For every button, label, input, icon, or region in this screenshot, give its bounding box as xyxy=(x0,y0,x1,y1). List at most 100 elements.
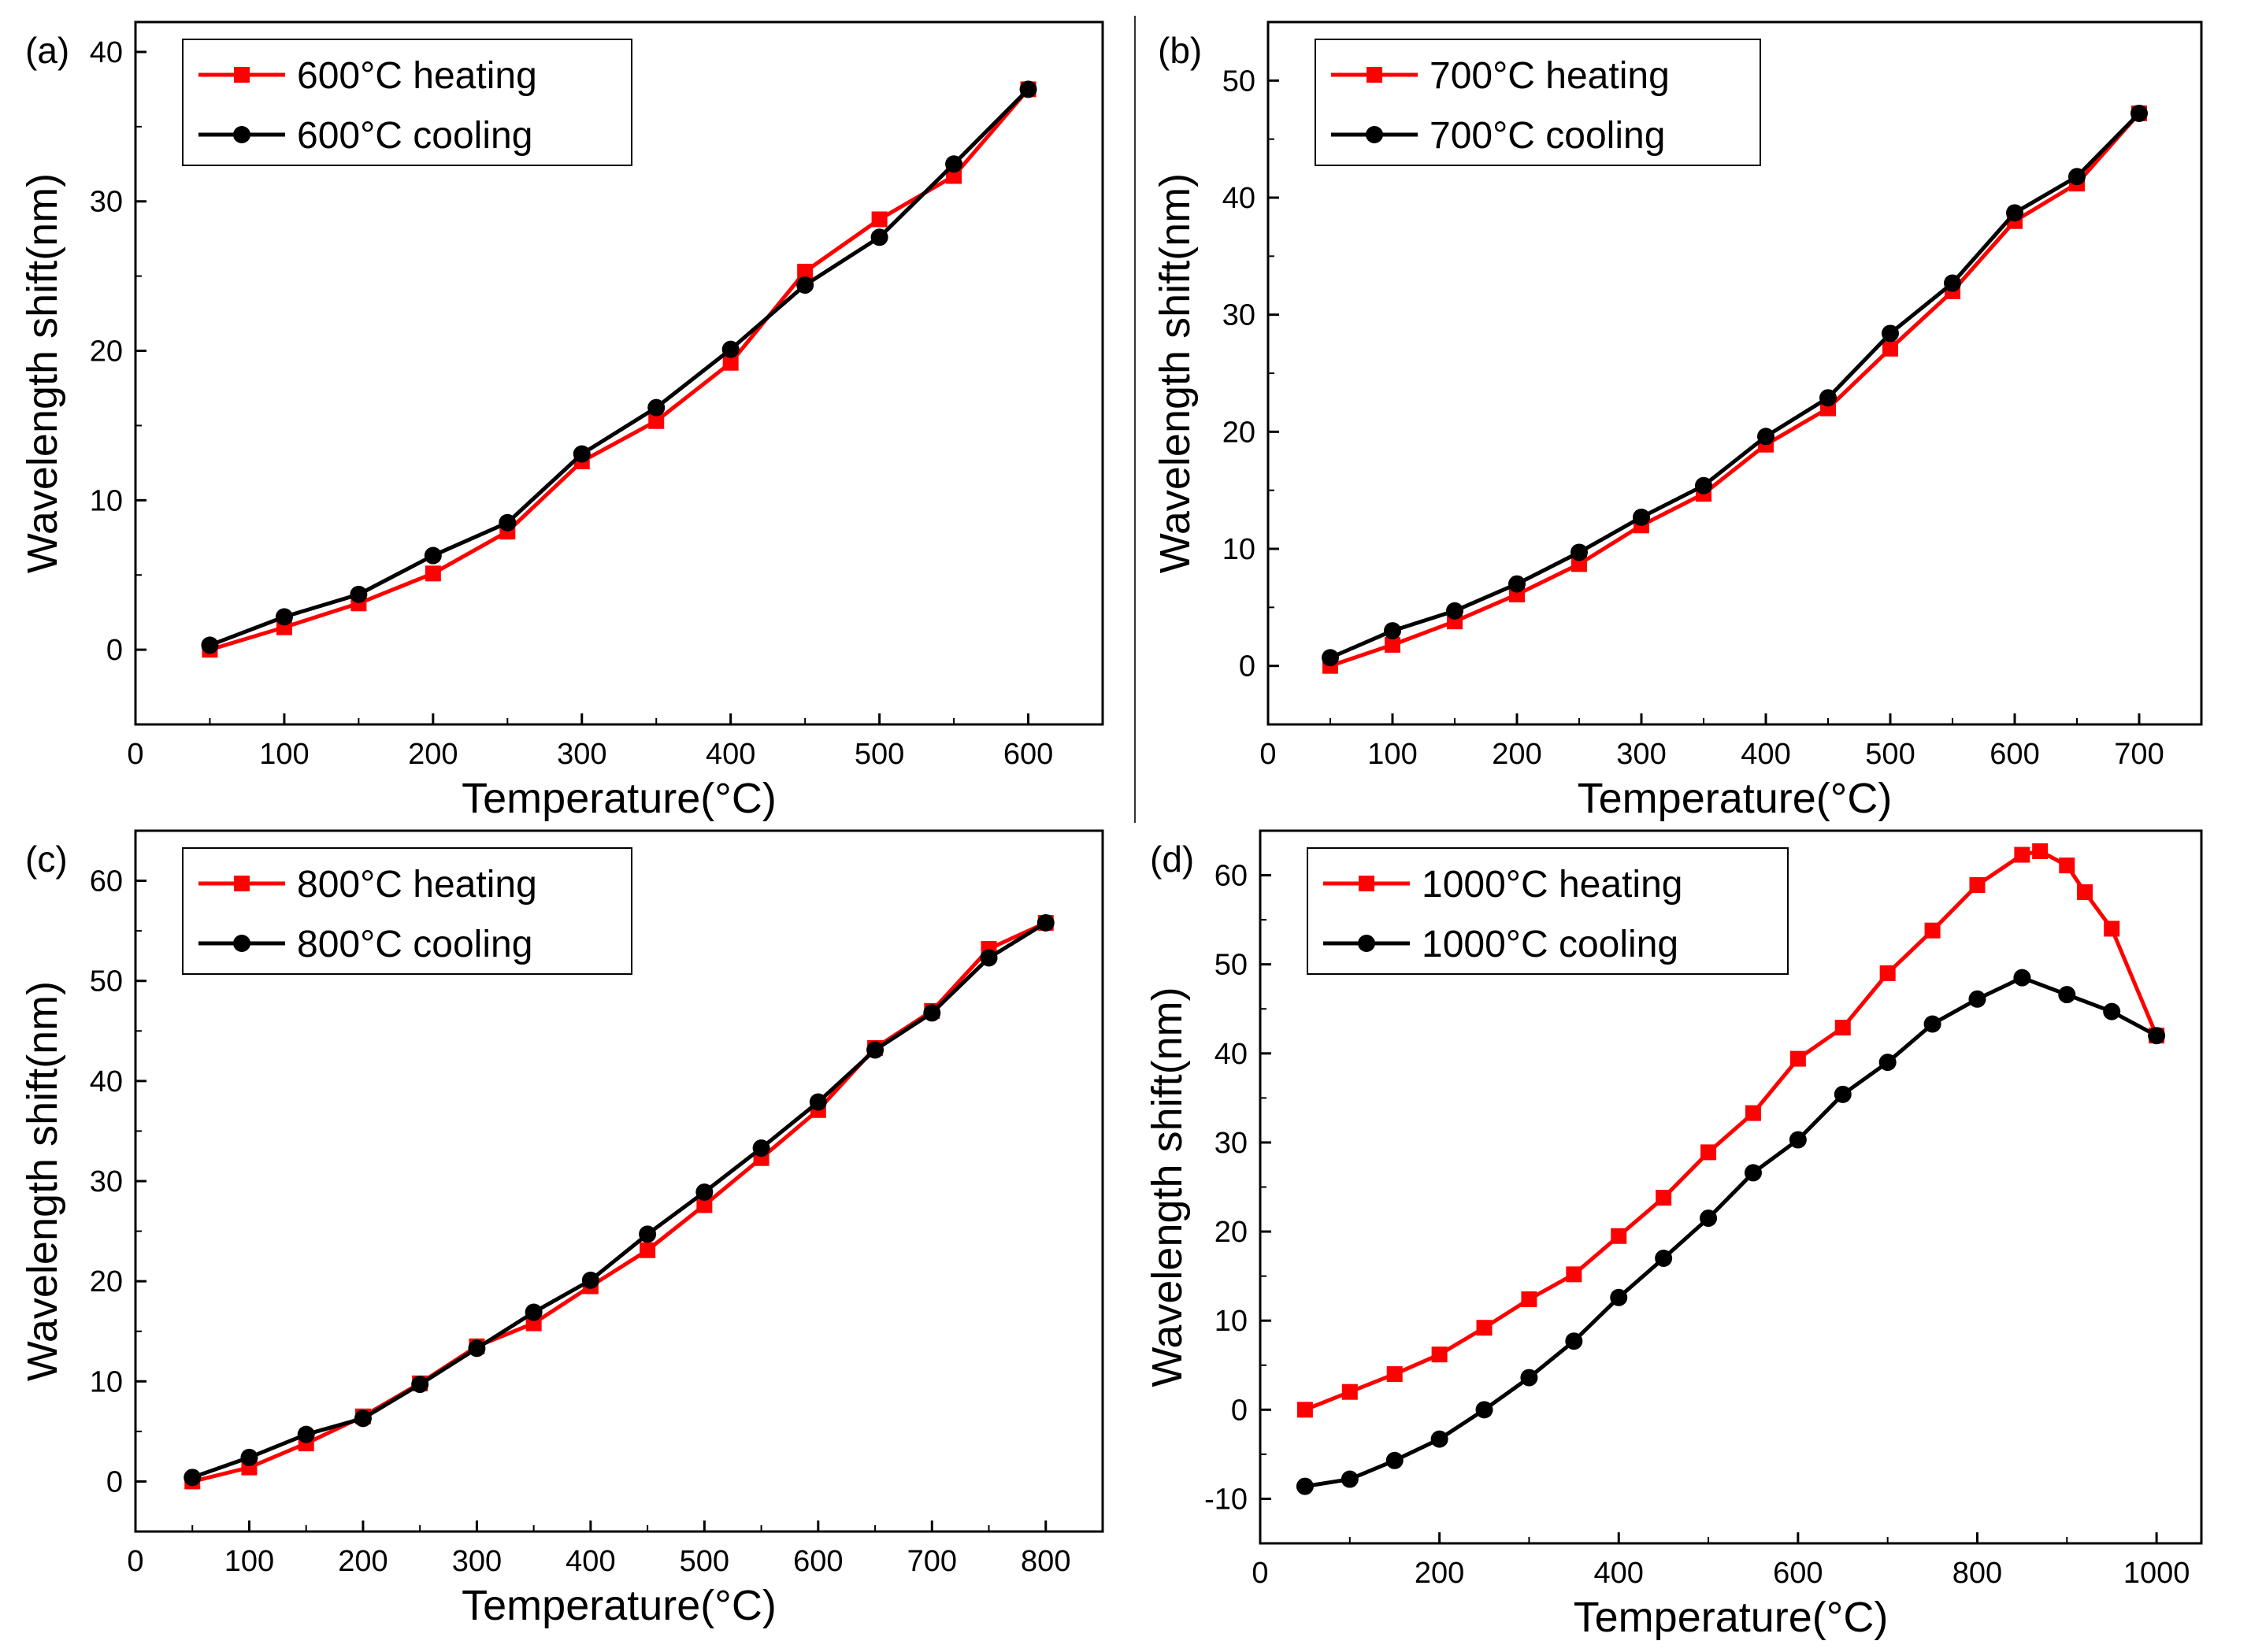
data-point-circle xyxy=(1508,575,1526,593)
data-point-circle xyxy=(1571,543,1588,561)
data-point-square xyxy=(1521,1291,1537,1308)
y-tick-label: 40 xyxy=(1215,1038,1248,1071)
data-point-circle xyxy=(1322,649,1339,667)
legend-marker-circle xyxy=(233,935,250,952)
data-point-circle xyxy=(1944,274,1961,292)
x-tick-label: 100 xyxy=(224,1545,274,1578)
x-axis-title: Temperature(°C) xyxy=(1574,1594,1889,1641)
y-tick-label: 20 xyxy=(90,1265,123,1298)
series-line xyxy=(1304,976,2158,1489)
data-point-square xyxy=(1969,877,1986,894)
y-tick-label: 50 xyxy=(90,965,123,998)
series-line xyxy=(191,920,1048,1480)
data-point-square xyxy=(2014,846,2030,863)
y-tick-label: 30 xyxy=(1215,1127,1248,1160)
legend-label: 700°C heating xyxy=(1430,55,1670,97)
plot-frame xyxy=(134,20,1104,726)
data-point-circle xyxy=(411,1376,429,1394)
y-tick-label: 50 xyxy=(1222,65,1255,98)
x-tick-label: 600 xyxy=(1003,738,1053,771)
data-point-circle xyxy=(1695,476,1712,494)
data-point-circle xyxy=(2130,104,2148,122)
data-point-circle xyxy=(1019,80,1037,98)
legend-label: 800°C heating xyxy=(297,864,537,906)
data-point-square xyxy=(1834,1020,1851,1036)
data-point-circle xyxy=(639,1225,657,1243)
data-point-circle xyxy=(980,949,998,967)
x-tick-label: 600 xyxy=(793,1545,843,1578)
data-point-circle xyxy=(1700,1209,1718,1228)
legend-box xyxy=(182,39,632,166)
data-point-square xyxy=(1296,1402,1313,1418)
data-point-circle xyxy=(468,1339,486,1358)
series-cooling xyxy=(201,80,1037,654)
y-tick-label: 10 xyxy=(90,1365,123,1398)
series-heating xyxy=(184,914,1054,1490)
y-tick-label: 0 xyxy=(1239,650,1255,683)
y-tick-label: 10 xyxy=(1222,533,1255,566)
data-point-circle xyxy=(1036,913,1055,932)
data-point-circle xyxy=(1475,1401,1493,1419)
data-point-square xyxy=(2032,843,2049,860)
x-tick-label: 100 xyxy=(259,738,309,771)
data-point-circle xyxy=(581,1271,599,1289)
data-point-square xyxy=(640,1242,656,1258)
y-tick-label: 40 xyxy=(90,36,123,69)
data-point-square xyxy=(722,354,739,371)
data-point-circle xyxy=(1341,1470,1359,1488)
data-point-circle xyxy=(1446,602,1463,620)
series-line xyxy=(209,87,1030,652)
data-point-circle xyxy=(240,1448,258,1466)
data-point-circle xyxy=(1384,622,1401,640)
data-point-square xyxy=(648,413,665,429)
x-tick-label: 200 xyxy=(1492,738,1541,771)
data-point-square xyxy=(1571,556,1587,572)
data-point-square xyxy=(1386,1366,1403,1383)
legend-label: 1000°C cooling xyxy=(1422,924,1678,965)
x-tick-label: 0 xyxy=(1259,738,1276,771)
legend-box xyxy=(182,847,632,975)
data-point-square xyxy=(1745,1105,1761,1121)
legend-marker-square xyxy=(234,876,250,891)
data-point-square xyxy=(2059,857,2075,874)
panel-b: 0 100 200 300 400 500 600 700 0 10 20 30 40 50 Tempera… xyxy=(1151,20,2203,822)
data-point-circle xyxy=(1633,508,1650,526)
x-tick-label: 0 xyxy=(127,738,143,771)
x-tick-label: 200 xyxy=(408,738,458,771)
data-point-circle xyxy=(2068,168,2086,186)
panel-label: (b) xyxy=(1158,30,1202,71)
legend-marker-circle xyxy=(1366,126,1383,143)
panel-a: 0 100 200 300 400 500 600 0 10 20 30 40 Temperature(… xyxy=(19,20,1104,822)
x-tick-label: 400 xyxy=(566,1545,615,1578)
data-point-circle xyxy=(2148,1027,2166,1045)
series-line xyxy=(1304,849,2159,1412)
legend-marker-square xyxy=(1359,876,1374,891)
x-axis-title: Temperature(°C) xyxy=(462,1582,777,1629)
data-point-circle xyxy=(275,608,293,626)
data-point-circle xyxy=(499,513,517,532)
data-point-square xyxy=(1700,1144,1717,1161)
legend-label: 1000°C heating xyxy=(1422,864,1682,906)
data-point-square xyxy=(696,1197,713,1213)
data-point-circle xyxy=(796,276,814,294)
panel-label: (d) xyxy=(1150,839,1194,880)
x-tick-label: 500 xyxy=(1865,738,1915,771)
legend-marker-circle xyxy=(233,126,250,143)
series-heating xyxy=(202,81,1036,658)
data-point-circle xyxy=(350,585,368,603)
data-point-square xyxy=(1611,1228,1627,1244)
legend-label: 600°C cooling xyxy=(297,115,532,157)
data-point-circle xyxy=(354,1409,372,1428)
y-tick-label: 0 xyxy=(1231,1394,1248,1427)
data-point-circle xyxy=(1968,990,1986,1008)
legend-label: 600°C heating xyxy=(297,55,537,97)
series-line xyxy=(209,87,1030,647)
data-point-circle xyxy=(2013,969,2031,987)
data-point-square xyxy=(797,263,814,280)
data-point-circle xyxy=(870,228,888,246)
legend-box xyxy=(1315,39,1761,166)
data-point-circle xyxy=(866,1041,884,1059)
series-line xyxy=(1329,112,2141,660)
data-point-circle xyxy=(184,1469,202,1487)
data-point-square xyxy=(425,565,441,582)
